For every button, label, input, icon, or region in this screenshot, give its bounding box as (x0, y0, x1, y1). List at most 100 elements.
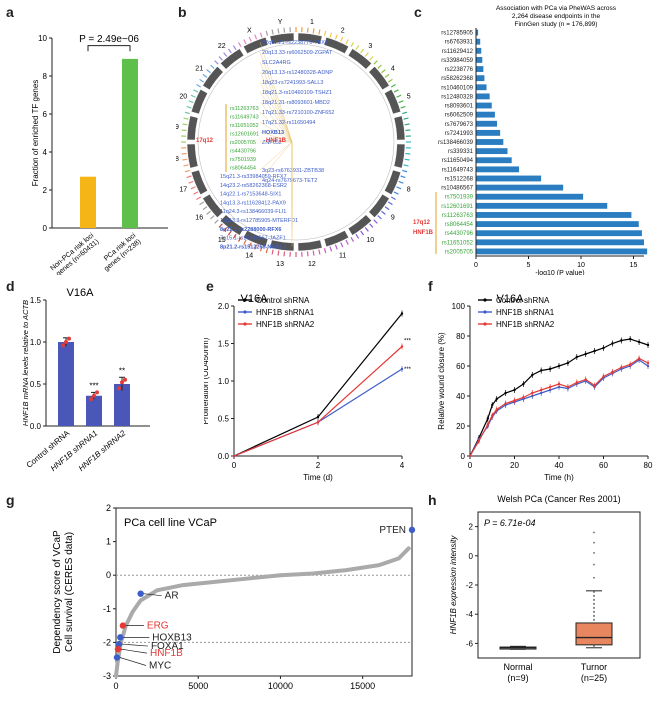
chromosome-tick (403, 164, 409, 167)
x-tick-count: (n=9) (507, 673, 528, 683)
chromosome-label: 4 (391, 66, 395, 73)
bar (476, 129, 501, 136)
y-axis-label-line: Dependency score of VCaP (52, 530, 63, 654)
chromosome-tick (277, 28, 280, 34)
bar (476, 157, 512, 164)
chart-title: V16A (67, 287, 95, 299)
panel-a-chart: 0 2 4 6 8 10 P = 2.49e−06 Fraction of enriched … (31, 34, 168, 275)
y-tick-label: rs7679673 (445, 122, 474, 128)
chromosome-tick (184, 169, 190, 173)
y-tick-label: 2 (43, 186, 48, 195)
data-point (123, 377, 127, 382)
chromosome-tick (196, 83, 202, 88)
y-tick-label: 0 (461, 452, 466, 461)
chromosome-label: 8 (407, 187, 411, 194)
chromosome-tick (181, 129, 187, 132)
green-snp-label: rs7501939 (230, 157, 256, 163)
highlight-point (408, 526, 416, 534)
box (575, 622, 613, 646)
chromosome-band (202, 193, 224, 218)
link-line (259, 111, 293, 143)
chromosome-tick (283, 251, 286, 257)
chromosome-tick (232, 45, 237, 51)
chromosome-tick (182, 158, 188, 161)
chromosome-band (191, 169, 208, 195)
chromosome-tick (360, 230, 365, 236)
highlight-label: MYC (149, 661, 171, 672)
highlight-label: AR (165, 591, 179, 602)
chart-title-line: FinnGen study (n = 176,899) (515, 21, 598, 28)
chromosome-tick (400, 105, 406, 109)
y-tick-label: rs4430796 (445, 231, 474, 237)
legend-marker (483, 310, 487, 314)
chromosome-tick (400, 175, 406, 179)
x-tick-label: 0 (232, 461, 237, 470)
green-snp-label: rs11263763 (230, 106, 259, 112)
chromosome-tick (193, 191, 199, 195)
left-snp-label: 11q13.3-rs12785905-MTERFD1 (220, 218, 298, 224)
bar (476, 66, 484, 72)
link-line (259, 91, 293, 143)
chromosome-tick (214, 60, 219, 65)
legend-marker (243, 322, 247, 326)
chromosome-tick (369, 223, 374, 228)
chromosome-tick (360, 48, 365, 54)
panel-c-chart: Association with PCa via PheWAS across2,… (413, 5, 648, 275)
chromosome-label: 19 (176, 124, 179, 131)
chromosome-tick (223, 227, 228, 232)
y-tick-label: -2 (103, 637, 111, 647)
gene-label: HNF1B (413, 230, 434, 236)
bar (476, 221, 639, 227)
bar (476, 47, 482, 54)
chromosome-tick (186, 175, 192, 179)
y-tick-label: 0 (469, 552, 474, 561)
bar (114, 384, 130, 426)
data-point (64, 340, 68, 344)
chart-title: PCa cell line VCaP (124, 517, 217, 529)
right-snp-label: 17q21.33-rs7210100-ZNF652 (262, 110, 334, 116)
y-tick-label: 1.0 (218, 377, 230, 386)
x-tick-label: 5000 (188, 681, 208, 691)
y-tick-label: 0.5 (218, 415, 230, 424)
legend-label: Control shRNA (496, 296, 550, 305)
y-tick-label: 1.5 (30, 296, 42, 305)
y-tick-label: rs11651052 (442, 240, 474, 246)
y-tick-label: 20 (456, 422, 465, 431)
chromosome-tick (210, 64, 215, 69)
bar (476, 38, 481, 45)
chromosome-band (368, 193, 390, 218)
y-tick-label: rs12601691 (441, 204, 473, 210)
data-point (89, 397, 93, 402)
chromosome-tick (206, 69, 211, 74)
chromosome-tick (373, 219, 378, 224)
chromosome-label: 5 (407, 93, 411, 100)
chromosome-tick (248, 242, 252, 248)
bar (476, 248, 648, 255)
bar (476, 57, 483, 63)
y-tick-label: 0.0 (218, 452, 230, 461)
chromosome-tick (393, 89, 399, 93)
x-tick-label: 60 (599, 461, 608, 470)
chromosome-tick (334, 244, 338, 250)
panel-label-d: d (6, 278, 15, 294)
chromosome-tick (218, 56, 223, 61)
chromosome-label: 16 (195, 214, 203, 221)
chromosome-tick (183, 117, 189, 120)
y-axis-label: HNF1B expression intensity (449, 535, 458, 635)
chromosome-tick (393, 191, 399, 195)
highlight-label: HNF1B (150, 648, 183, 659)
chromosome-band (323, 230, 349, 247)
green-snp-label: rs8064454 (230, 166, 256, 172)
left-snp-label: 11q24.3-rs138466039-FLI1 (220, 209, 286, 215)
label-leader (120, 648, 148, 654)
panel-b-circos: 12345678910111213141516171819202122XY22q… (176, 19, 411, 268)
label-leader (143, 593, 162, 597)
y-tick-label: 2 (469, 523, 474, 532)
chromosome-band (191, 89, 208, 115)
panel-label-g: g (6, 492, 15, 508)
chromosome-tick (254, 34, 258, 40)
panel-label-b: b (178, 4, 187, 20)
x-axis-label: -log10 (P value) (535, 270, 584, 275)
chromosome-tick (210, 215, 215, 220)
chromosome-tick (254, 244, 258, 250)
